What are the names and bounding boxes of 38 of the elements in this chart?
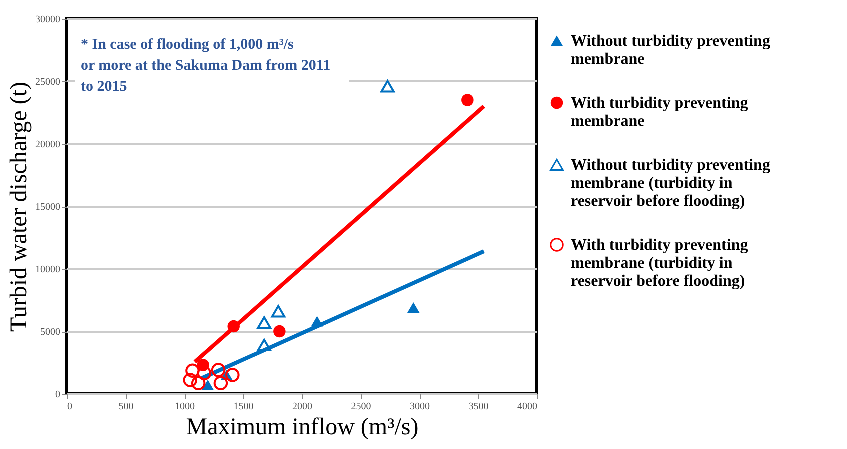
point bbox=[197, 366, 212, 380]
point bbox=[271, 305, 286, 318]
point bbox=[408, 302, 420, 314]
y-tick-label: 5000 bbox=[40, 327, 60, 338]
x-tick-label: 3000 bbox=[410, 402, 430, 412]
x-axis-title: Maximum inflow (m³/s) bbox=[186, 414, 419, 440]
legend-label: Without turbidity preventing membrane (turbidity in reservoir before flooding) bbox=[571, 157, 770, 210]
x-tick-label: 2000 bbox=[292, 402, 312, 412]
point bbox=[257, 316, 272, 330]
point bbox=[226, 368, 240, 382]
point bbox=[202, 380, 214, 391]
point bbox=[380, 80, 395, 93]
legend-label: With turbidity preventing membrane bbox=[571, 95, 748, 130]
x-tick-label: 3500 bbox=[468, 402, 489, 412]
y-axis-title: Turbid water discharge (t) bbox=[6, 82, 32, 332]
x-tick-label: 4000 bbox=[518, 402, 538, 412]
point bbox=[191, 376, 206, 390]
x-tick-label: 500 bbox=[118, 402, 134, 412]
point bbox=[257, 338, 272, 352]
annotation: * In case of flooding of 1,000 m³/s or more at the Sakuma Dam from 2011 to 2015 bbox=[81, 37, 331, 95]
legend-label: With turbidity preventing membrane (turbidity in reservoir before flooding) bbox=[571, 237, 748, 290]
x-tick-label: 1000 bbox=[175, 402, 195, 412]
y-tick-label: 25000 bbox=[36, 77, 60, 88]
x-tick-label: 2500 bbox=[351, 402, 372, 412]
legend-label: Without turbidity preventing membrane bbox=[571, 33, 770, 68]
y-tick-label: 20000 bbox=[36, 140, 60, 150]
x-tick-label: 1500 bbox=[234, 402, 254, 412]
y-tick-label: 30000 bbox=[36, 14, 60, 26]
y-tick-label: 15000 bbox=[36, 202, 60, 213]
point bbox=[186, 364, 200, 378]
x-tick-label: 0 bbox=[68, 402, 72, 412]
y-tick-label: 0 bbox=[56, 390, 60, 400]
point bbox=[274, 325, 286, 338]
point bbox=[183, 373, 198, 388]
point bbox=[214, 376, 228, 390]
point bbox=[211, 363, 226, 378]
point bbox=[462, 94, 474, 106]
y-tick-label: 10000 bbox=[36, 264, 60, 276]
